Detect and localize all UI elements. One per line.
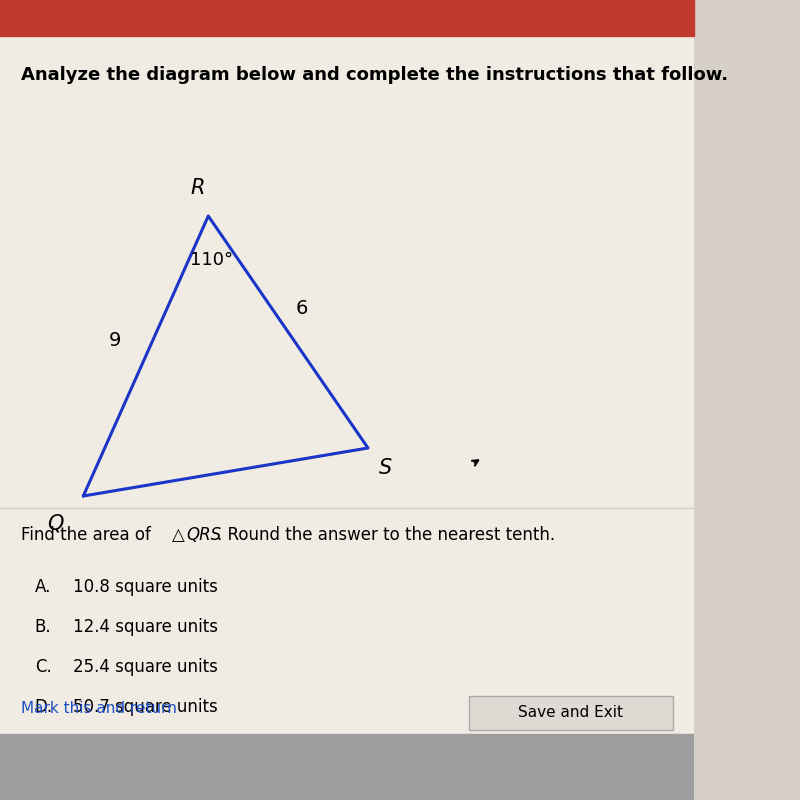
Text: A.: A. bbox=[34, 578, 51, 595]
Text: 6: 6 bbox=[296, 298, 308, 318]
Text: Find the area of: Find the area of bbox=[21, 526, 156, 544]
Text: . Round the answer to the nearest tenth.: . Round the answer to the nearest tenth. bbox=[218, 526, 555, 544]
Text: 50.7 square units: 50.7 square units bbox=[73, 698, 218, 715]
Text: Mark this and return: Mark this and return bbox=[21, 701, 177, 716]
Text: R: R bbox=[190, 178, 205, 198]
Text: △: △ bbox=[171, 526, 184, 544]
Text: 110°: 110° bbox=[190, 251, 234, 269]
Bar bbox=[469, 696, 674, 730]
Text: 9: 9 bbox=[108, 330, 121, 350]
Text: 10.8 square units: 10.8 square units bbox=[73, 578, 218, 595]
Bar bbox=[0, 37, 694, 734]
Text: Analyze the diagram below and complete the instructions that follow.: Analyze the diagram below and complete t… bbox=[21, 66, 728, 84]
Text: 25.4 square units: 25.4 square units bbox=[73, 658, 218, 675]
Bar bbox=[0, 0, 694, 36]
Text: Q: Q bbox=[47, 514, 64, 534]
Text: 12.4 square units: 12.4 square units bbox=[73, 618, 218, 635]
Text: D.: D. bbox=[34, 698, 53, 715]
Text: B.: B. bbox=[34, 618, 51, 635]
Text: S: S bbox=[378, 458, 392, 478]
Bar bbox=[0, 734, 694, 800]
Text: C.: C. bbox=[34, 658, 51, 675]
Text: QRS: QRS bbox=[186, 526, 221, 544]
Text: Save and Exit: Save and Exit bbox=[518, 706, 623, 720]
